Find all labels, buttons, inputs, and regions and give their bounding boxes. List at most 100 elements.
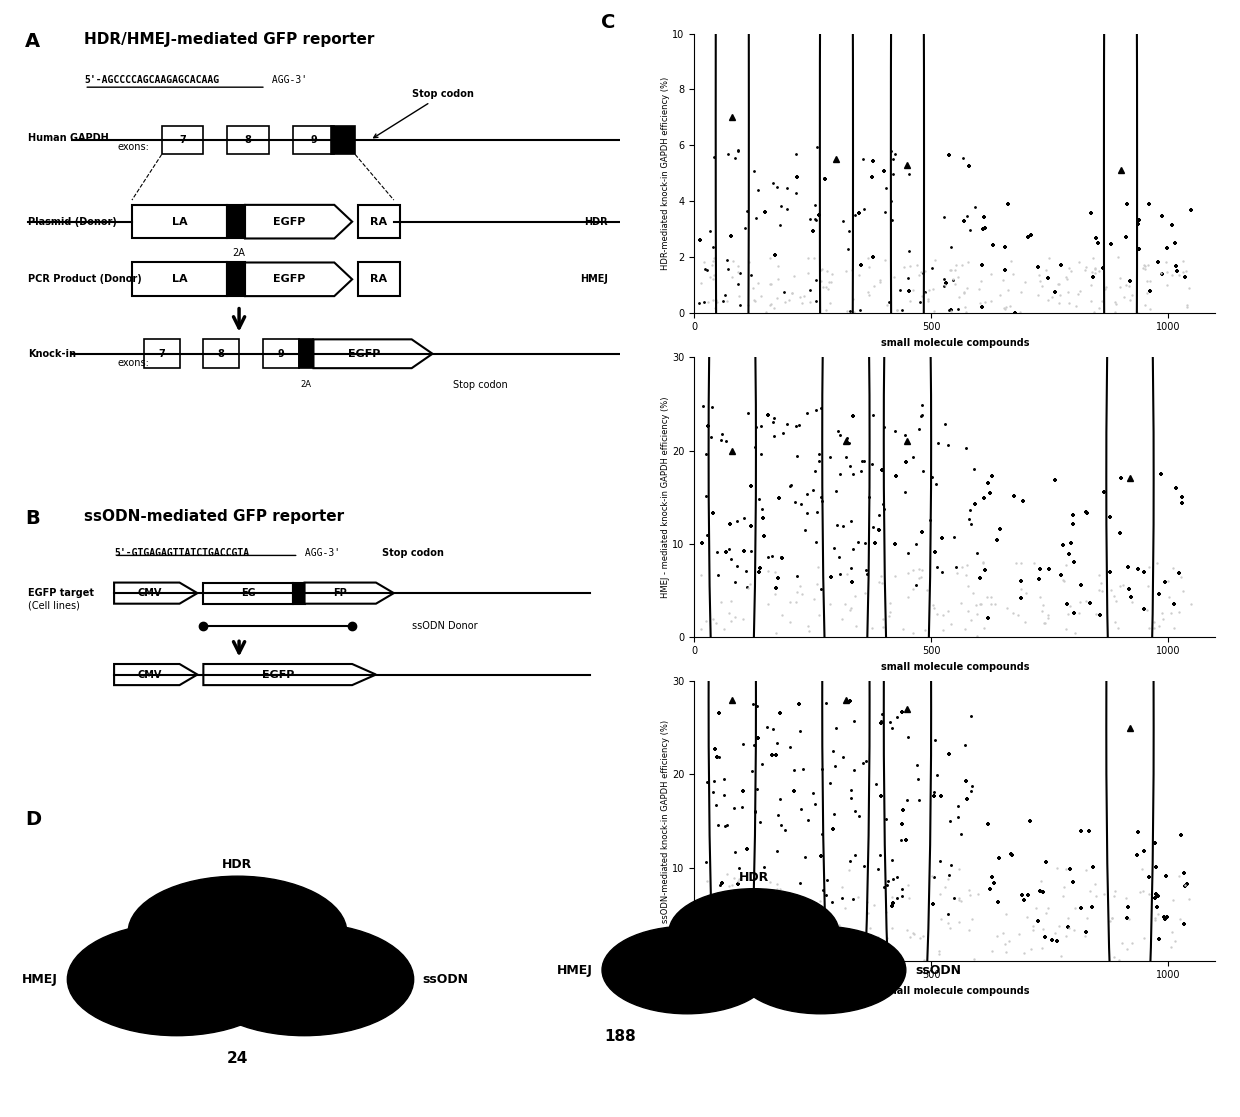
Point (759, 548, 779, 566)
Point (970, 294, 990, 312)
Point (914, 927, 934, 945)
Point (883, 851, 903, 869)
Point (787, 447, 807, 465)
Point (760, 873, 780, 891)
Text: exons:: exons: (117, 142, 149, 152)
Point (1137, 271, 1157, 289)
Point (841, 789, 861, 806)
Point (766, 875, 786, 892)
Point (1050, 286, 1070, 304)
Point (892, 302, 911, 319)
Point (1001, 252, 1021, 270)
Point (1173, 582, 1193, 600)
Point (717, 431, 737, 449)
Point (1080, 882, 1100, 900)
Text: ssODN: ssODN (423, 973, 469, 986)
Point (1146, 886, 1166, 904)
Point (765, 563, 785, 581)
Point (1120, 580, 1140, 598)
Point (909, 561, 929, 579)
Point (782, 284, 802, 302)
Point (928, 605, 947, 623)
Point (925, 731, 945, 748)
Point (899, 281, 919, 299)
Point (1140, 299, 1159, 317)
Point (694, 293, 714, 311)
Text: LA: LA (171, 275, 187, 285)
Point (874, 162, 894, 180)
Point (1075, 927, 1095, 945)
Text: CMV: CMV (138, 589, 162, 598)
Point (1085, 259, 1105, 277)
Point (769, 270, 789, 288)
Point (887, 708, 906, 726)
Point (821, 273, 841, 290)
Point (1158, 572, 1178, 590)
Y-axis label: HMEJ - mediated knock-in GAPDH efficiency (%): HMEJ - mediated knock-in GAPDH efficienc… (661, 397, 670, 598)
Point (1085, 260, 1105, 278)
Point (1176, 876, 1195, 894)
Point (1071, 576, 1091, 594)
Point (1140, 885, 1159, 903)
Point (897, 922, 916, 939)
Point (897, 831, 916, 849)
Point (879, 607, 899, 624)
Point (841, 512, 861, 529)
Point (724, 869, 744, 887)
Point (743, 927, 763, 945)
Point (882, 888, 901, 906)
Point (1091, 574, 1111, 592)
Point (1135, 256, 1154, 274)
Point (1167, 261, 1187, 279)
Point (1138, 619, 1158, 637)
Point (1169, 266, 1189, 284)
Point (748, 181, 768, 199)
Point (706, 614, 725, 632)
Point (1111, 469, 1131, 487)
Point (722, 268, 742, 286)
Point (811, 488, 831, 506)
Point (844, 847, 864, 865)
Point (1128, 823, 1148, 841)
Point (696, 612, 715, 630)
Text: AGG-3': AGG-3' (265, 75, 308, 85)
Point (1003, 487, 1023, 505)
Point (930, 787, 950, 805)
Point (914, 284, 934, 302)
Point (1085, 875, 1105, 892)
Point (776, 414, 796, 432)
Point (854, 858, 874, 876)
Point (1101, 236, 1121, 254)
Point (843, 890, 863, 908)
Point (1147, 554, 1167, 572)
Point (811, 848, 831, 866)
Point (994, 261, 1014, 279)
Point (957, 790, 977, 808)
Point (944, 270, 963, 288)
Point (973, 553, 993, 571)
Point (755, 203, 775, 221)
Point (982, 467, 1002, 485)
Point (728, 275, 748, 293)
Point (714, 620, 734, 638)
Point (1030, 560, 1050, 577)
Point (1069, 285, 1089, 303)
Point (816, 886, 836, 904)
Point (924, 786, 944, 804)
Point (939, 602, 959, 620)
Point (780, 477, 800, 495)
Point (869, 573, 889, 591)
Point (874, 500, 894, 518)
Point (1105, 948, 1125, 966)
Point (1133, 929, 1153, 947)
Point (939, 914, 959, 932)
Point (825, 805, 844, 823)
Point (1121, 589, 1141, 607)
Point (864, 277, 884, 295)
Point (1101, 508, 1121, 526)
Point (941, 302, 961, 319)
Point (990, 849, 1009, 867)
Point (765, 584, 785, 602)
Text: EG: EG (241, 589, 255, 598)
Point (1085, 265, 1105, 283)
